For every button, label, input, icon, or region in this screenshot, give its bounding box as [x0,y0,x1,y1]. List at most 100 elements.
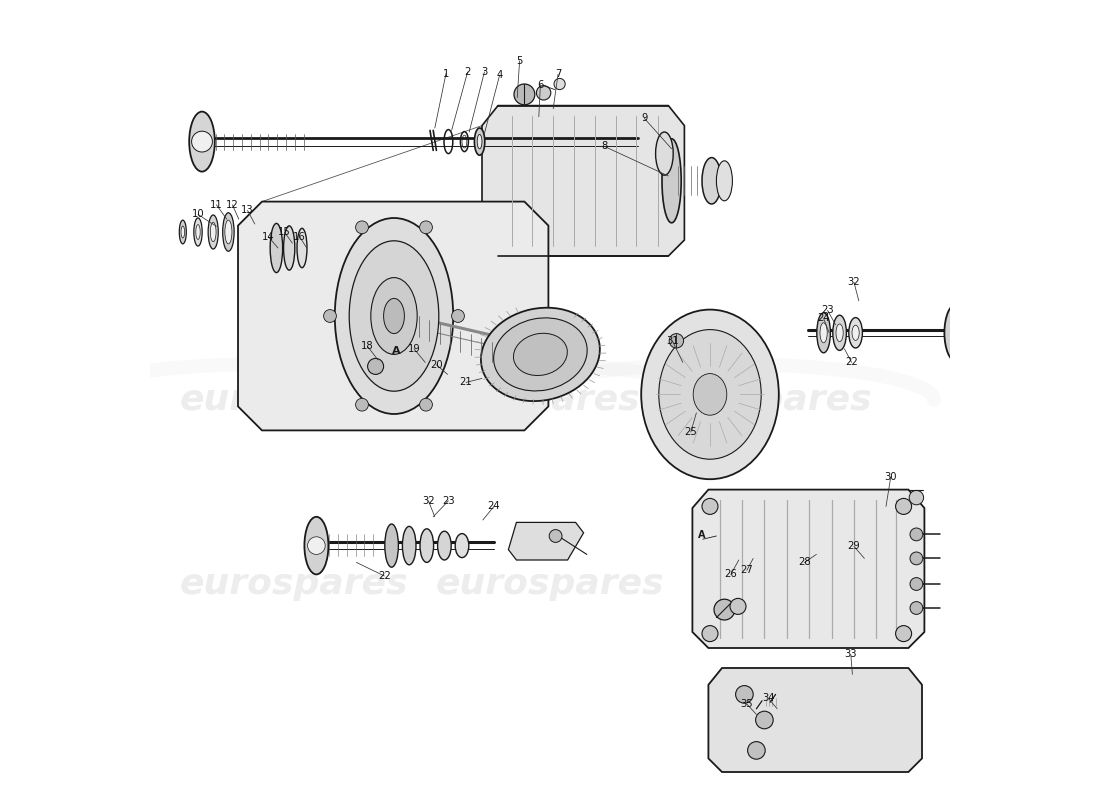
Text: 24: 24 [817,314,829,323]
Ellipse shape [210,222,216,242]
Circle shape [714,599,735,620]
Text: 4: 4 [496,70,503,80]
Text: 7: 7 [554,70,561,79]
Circle shape [910,490,924,505]
Ellipse shape [297,228,307,268]
Text: 19: 19 [408,344,420,354]
Ellipse shape [194,218,202,246]
Ellipse shape [817,313,830,353]
Circle shape [910,552,923,565]
Circle shape [355,398,368,411]
Text: 20: 20 [430,360,442,370]
Ellipse shape [189,111,214,172]
Text: 26: 26 [725,570,737,579]
Ellipse shape [514,334,568,375]
Text: 25: 25 [684,427,697,437]
Circle shape [355,221,368,234]
Text: 34: 34 [762,694,774,703]
Text: eurospares: eurospares [644,383,872,417]
Ellipse shape [945,304,968,362]
Text: 14: 14 [262,232,275,242]
Ellipse shape [371,278,417,354]
Polygon shape [708,668,922,772]
Circle shape [191,131,212,152]
Text: eurospares: eurospares [411,383,640,417]
Text: 23: 23 [822,306,834,315]
Text: 30: 30 [884,472,898,482]
Ellipse shape [702,158,722,204]
Polygon shape [692,490,924,648]
Ellipse shape [849,318,862,348]
Circle shape [669,334,683,348]
Text: A: A [698,530,705,541]
Text: 3: 3 [482,67,487,77]
Ellipse shape [224,220,232,244]
Text: 6: 6 [537,80,543,90]
Text: 21: 21 [460,378,472,387]
Text: 27: 27 [740,566,754,575]
Circle shape [910,528,923,541]
Text: 35: 35 [740,699,754,709]
Text: 12: 12 [226,200,239,210]
Circle shape [537,86,551,100]
Circle shape [748,742,766,759]
Text: 9: 9 [641,114,648,123]
Text: 10: 10 [191,210,205,219]
Ellipse shape [833,315,846,350]
Ellipse shape [477,134,482,149]
Text: 16: 16 [294,232,306,242]
Text: A: A [392,346,400,355]
Circle shape [419,221,432,234]
Circle shape [514,84,535,105]
Text: 11: 11 [210,200,223,210]
Polygon shape [238,202,549,430]
Ellipse shape [420,529,433,562]
Ellipse shape [820,322,827,342]
Text: 2: 2 [464,67,471,77]
Ellipse shape [494,318,587,391]
Text: 28: 28 [799,558,811,567]
Text: 13: 13 [241,206,254,215]
Circle shape [756,711,773,729]
Circle shape [554,78,565,90]
Text: 24: 24 [487,502,500,511]
Text: 18: 18 [361,342,374,351]
Ellipse shape [656,132,673,175]
Text: 22: 22 [378,571,390,581]
Ellipse shape [716,161,733,201]
Text: 32: 32 [422,496,435,506]
Circle shape [736,686,754,703]
Text: 29: 29 [848,542,860,551]
Circle shape [323,310,337,322]
Ellipse shape [384,298,405,334]
Text: 22: 22 [845,358,858,367]
Circle shape [367,358,384,374]
Text: 1: 1 [443,69,449,78]
Ellipse shape [403,526,416,565]
Ellipse shape [284,226,295,270]
Circle shape [549,530,562,542]
Ellipse shape [208,215,218,249]
Text: 33: 33 [845,650,857,659]
Ellipse shape [349,241,439,391]
Polygon shape [508,522,584,560]
Ellipse shape [852,325,859,341]
Text: 15: 15 [278,227,290,237]
Circle shape [452,310,464,322]
Circle shape [910,578,923,590]
Ellipse shape [385,524,398,567]
Circle shape [895,498,912,514]
Circle shape [895,626,912,642]
Text: 32: 32 [848,278,860,287]
Ellipse shape [271,223,283,273]
Polygon shape [482,106,684,256]
Text: eurospares: eurospares [436,567,664,601]
Ellipse shape [836,324,844,342]
Ellipse shape [196,225,200,239]
Ellipse shape [662,138,681,222]
Circle shape [730,598,746,614]
Text: 5: 5 [516,56,522,66]
Circle shape [702,498,718,514]
Text: 8: 8 [602,142,607,151]
Ellipse shape [334,218,453,414]
